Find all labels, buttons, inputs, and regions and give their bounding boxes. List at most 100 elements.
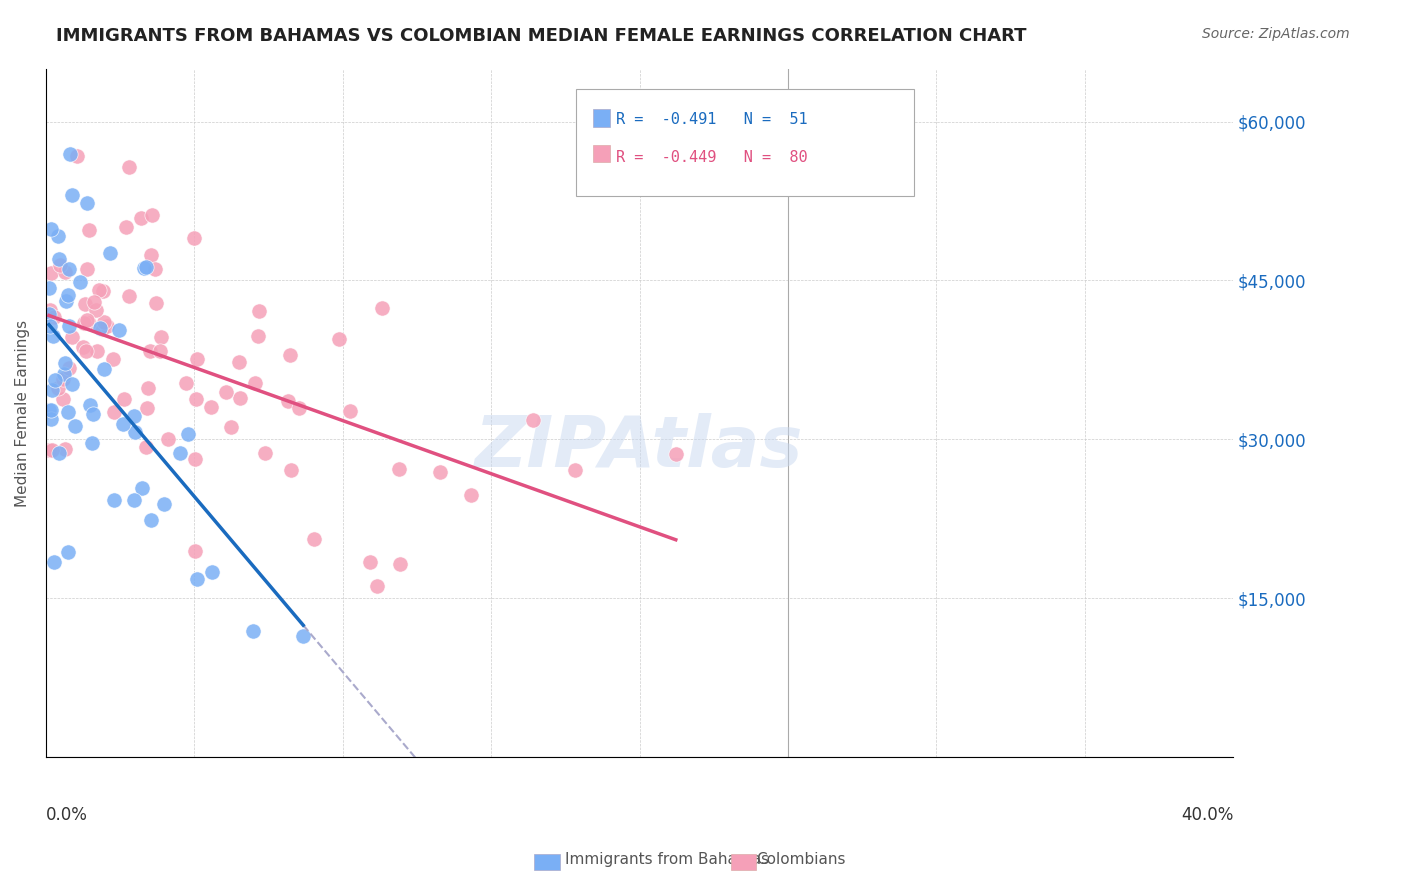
Colombians [75,344,97,359]
Colombians [118,160,141,174]
Colombians [288,401,311,415]
Immigrants from Bahamas [79,398,101,412]
Colombians [86,344,108,359]
Immigrants from Bahamas [186,572,208,586]
Colombians [522,413,544,427]
Immigrants from Bahamas [82,436,104,450]
Colombians [145,295,167,310]
Text: R =  -0.449   N =  80: R = -0.449 N = 80 [616,150,807,165]
Immigrants from Bahamas [60,188,83,202]
Colombians [366,579,388,593]
Colombians [58,361,80,376]
Text: R =  -0.491   N =  51: R = -0.491 N = 51 [616,112,807,127]
Immigrants from Bahamas [42,328,65,343]
Colombians [93,315,115,329]
Immigrants from Bahamas [41,383,63,397]
Colombians [228,355,250,369]
Colombians [359,555,381,569]
Colombians [77,316,100,330]
Colombians [138,344,160,359]
Colombians [91,284,114,298]
Colombians [665,447,688,461]
Colombians [135,440,157,454]
Colombians [184,392,207,406]
Colombians [221,420,243,434]
Colombians [39,266,62,280]
Immigrants from Bahamas [100,245,122,260]
Immigrants from Bahamas [38,318,60,333]
Colombians [38,443,60,458]
Immigrants from Bahamas [131,482,153,496]
Immigrants from Bahamas [139,513,162,527]
Colombians [91,322,114,336]
Immigrants from Bahamas [48,252,70,266]
Immigrants from Bahamas [82,407,104,421]
Colombians [247,328,270,343]
Colombians [150,329,173,343]
Colombians [73,297,96,311]
Immigrants from Bahamas [177,427,200,442]
Immigrants from Bahamas [201,565,224,579]
Colombians [186,352,208,367]
Colombians [49,258,72,272]
Colombians [157,432,180,446]
Colombians [103,405,125,419]
Colombians [76,313,98,327]
Y-axis label: Median Female Earnings: Median Female Earnings [15,319,30,507]
Immigrants from Bahamas [56,405,79,419]
Colombians [52,392,75,406]
Colombians [149,344,172,359]
Colombians [72,340,94,354]
Immigrants from Bahamas [69,275,91,289]
Colombians [112,392,135,406]
Immigrants from Bahamas [58,319,80,334]
Colombians [564,462,586,476]
Colombians [53,265,76,279]
Colombians [388,461,411,475]
Colombians [101,351,124,366]
Colombians [41,443,63,458]
Text: IMMIGRANTS FROM BAHAMAS VS COLOMBIAN MEDIAN FEMALE EARNINGS CORRELATION CHART: IMMIGRANTS FROM BAHAMAS VS COLOMBIAN MED… [56,27,1026,45]
Colombians [65,149,87,163]
Immigrants from Bahamas [169,446,191,460]
Colombians [115,219,138,234]
Colombians [141,248,163,262]
Immigrants from Bahamas [44,373,66,387]
Immigrants from Bahamas [39,402,62,417]
Colombians [46,381,69,395]
Text: ZIPAtlas: ZIPAtlas [475,413,804,482]
Immigrants from Bahamas [63,419,86,434]
Colombians [184,543,207,558]
Immigrants from Bahamas [39,412,62,426]
Colombians [183,230,205,244]
Colombians [229,392,252,406]
Immigrants from Bahamas [46,228,69,243]
Immigrants from Bahamas [124,425,146,439]
Colombians [38,302,60,317]
Colombians [42,310,65,324]
Colombians [52,372,75,386]
Colombians [83,294,105,309]
Colombians [280,348,302,362]
Colombians [60,329,83,343]
Colombians [243,376,266,391]
Colombians [339,403,361,417]
Colombians [302,532,325,546]
Immigrants from Bahamas [132,261,155,276]
Colombians [184,452,207,467]
Immigrants from Bahamas [112,417,135,431]
Immigrants from Bahamas [122,492,145,507]
Colombians [429,465,451,479]
Immigrants from Bahamas [56,545,79,559]
Immigrants from Bahamas [41,221,63,235]
Colombians [77,223,100,237]
Text: 40.0%: 40.0% [1181,805,1233,823]
Colombians [96,318,118,333]
Immigrants from Bahamas [89,320,111,334]
Text: Immigrants from Bahamas: Immigrants from Bahamas [565,853,769,867]
Immigrants from Bahamas [135,260,157,274]
Immigrants from Bahamas [59,147,82,161]
Colombians [76,262,98,277]
Colombians [460,488,482,502]
Colombians [277,394,299,409]
